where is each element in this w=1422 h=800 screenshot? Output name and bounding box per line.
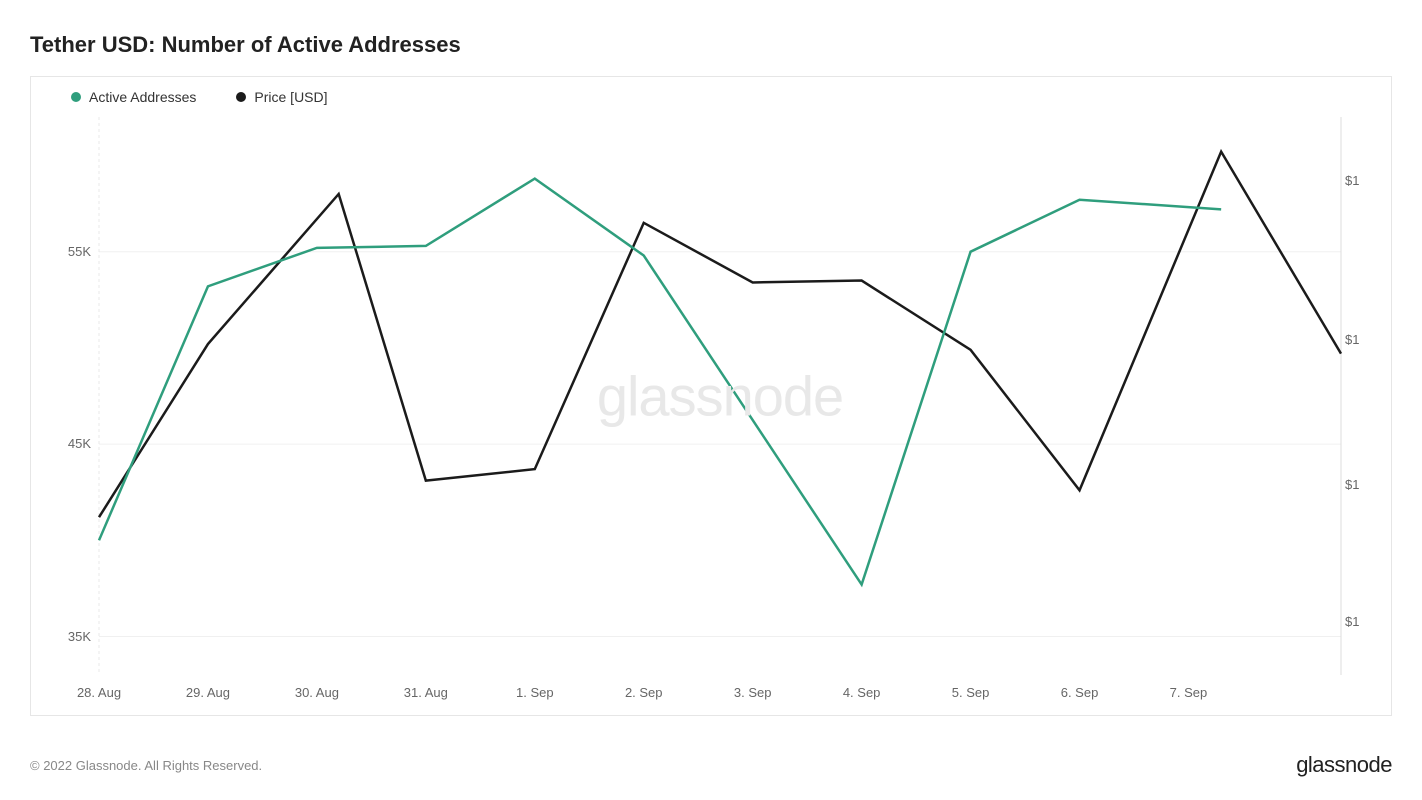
legend-item-price: Price [USD] bbox=[236, 89, 327, 105]
x-axis-label: 2. Sep bbox=[625, 685, 663, 700]
plot-area: glassnode 35K45K55K$1$1$1$128. Aug29. Au… bbox=[99, 117, 1341, 675]
legend-dot-icon bbox=[71, 92, 81, 102]
legend-item-active-addresses: Active Addresses bbox=[71, 89, 196, 105]
y-axis-left-label: 35K bbox=[41, 629, 91, 644]
x-axis-label: 5. Sep bbox=[952, 685, 990, 700]
x-axis-label: 1. Sep bbox=[516, 685, 554, 700]
y-axis-left-label: 45K bbox=[41, 436, 91, 451]
y-axis-right-label: $1 bbox=[1345, 614, 1385, 629]
x-axis-label: 3. Sep bbox=[734, 685, 772, 700]
chart-container: Tether USD: Number of Active Addresses A… bbox=[0, 0, 1422, 800]
brand-logo: glassnode bbox=[1296, 752, 1392, 778]
chart-svg bbox=[99, 117, 1341, 675]
x-axis-label: 30. Aug bbox=[295, 685, 339, 700]
y-axis-right-label: $1 bbox=[1345, 477, 1385, 492]
y-axis-right-label: $1 bbox=[1345, 173, 1385, 188]
legend-label: Active Addresses bbox=[89, 89, 196, 105]
x-axis-label: 29. Aug bbox=[186, 685, 230, 700]
legend-dot-icon bbox=[236, 92, 246, 102]
y-axis-right-label: $1 bbox=[1345, 332, 1385, 347]
copyright-text: © 2022 Glassnode. All Rights Reserved. bbox=[30, 758, 262, 773]
x-axis-label: 31. Aug bbox=[404, 685, 448, 700]
x-axis-label: 28. Aug bbox=[77, 685, 121, 700]
x-axis-label: 6. Sep bbox=[1061, 685, 1099, 700]
chart-title: Tether USD: Number of Active Addresses bbox=[30, 32, 1392, 58]
x-axis-label: 4. Sep bbox=[843, 685, 881, 700]
x-axis-label: 7. Sep bbox=[1170, 685, 1208, 700]
legend-label: Price [USD] bbox=[254, 89, 327, 105]
footer: © 2022 Glassnode. All Rights Reserved. g… bbox=[30, 752, 1392, 778]
chart-frame: Active Addresses Price [USD] glassnode 3… bbox=[30, 76, 1392, 716]
chart-legend: Active Addresses Price [USD] bbox=[71, 89, 328, 105]
y-axis-left-label: 55K bbox=[41, 244, 91, 259]
